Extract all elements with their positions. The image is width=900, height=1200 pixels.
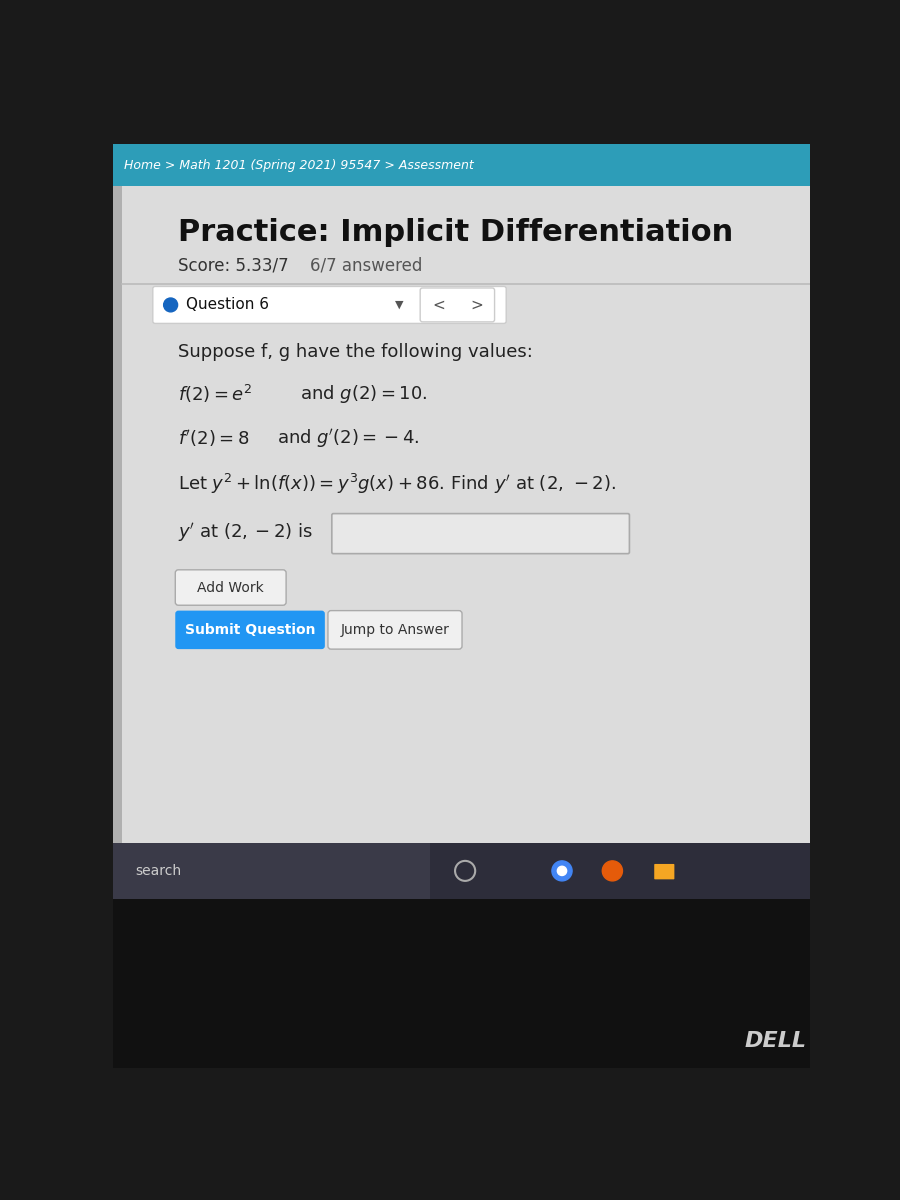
FancyBboxPatch shape: [654, 864, 674, 880]
Text: Submit Question: Submit Question: [184, 623, 315, 637]
Text: Add Work: Add Work: [197, 581, 264, 594]
Text: $f'(2) = 8$: $f'(2) = 8$: [178, 427, 250, 449]
FancyBboxPatch shape: [153, 287, 506, 324]
FancyBboxPatch shape: [112, 186, 122, 899]
Text: <: <: [433, 298, 446, 312]
Text: >: >: [471, 298, 483, 312]
Text: search: search: [136, 864, 182, 878]
FancyBboxPatch shape: [112, 144, 810, 186]
Text: $f(2) = e^2$: $f(2) = e^2$: [178, 383, 253, 406]
FancyBboxPatch shape: [112, 899, 810, 1068]
FancyBboxPatch shape: [176, 570, 286, 605]
FancyBboxPatch shape: [420, 288, 495, 322]
Text: and $g(2) = 10.$: and $g(2) = 10.$: [300, 383, 427, 406]
Text: 6/7 answered: 6/7 answered: [310, 257, 422, 275]
FancyBboxPatch shape: [176, 611, 325, 649]
Text: Suppose f, g have the following values:: Suppose f, g have the following values:: [178, 343, 533, 361]
Text: and $g'(2) = -4.$: and $g'(2) = -4.$: [277, 427, 419, 450]
Text: DELL: DELL: [744, 1031, 806, 1051]
FancyBboxPatch shape: [328, 611, 462, 649]
Text: Score: 5.33/7: Score: 5.33/7: [178, 257, 289, 275]
FancyBboxPatch shape: [112, 186, 810, 899]
Text: Home > Math 1201 (Spring 2021) 95547 > Assessment: Home > Math 1201 (Spring 2021) 95547 > A…: [124, 160, 474, 172]
Text: Question 6: Question 6: [186, 298, 269, 312]
Circle shape: [557, 866, 567, 876]
Circle shape: [552, 860, 572, 881]
Text: Jump to Answer: Jump to Answer: [340, 623, 449, 637]
Text: Practice: Implicit Differentiation: Practice: Implicit Differentiation: [178, 218, 734, 247]
Circle shape: [164, 298, 177, 312]
FancyBboxPatch shape: [112, 844, 810, 899]
FancyBboxPatch shape: [112, 844, 430, 899]
Text: $y'$ at $(2, -2)$ is: $y'$ at $(2, -2)$ is: [178, 521, 313, 545]
Circle shape: [602, 860, 623, 881]
Text: ▼: ▼: [395, 300, 404, 310]
Text: Let $y^2 + \ln(f(x)) = y^3g(x) + 86$. Find $y'$ at $(2,\,-2)$.: Let $y^2 + \ln(f(x)) = y^3g(x) + 86$. Fi…: [178, 473, 616, 497]
FancyBboxPatch shape: [332, 514, 629, 553]
